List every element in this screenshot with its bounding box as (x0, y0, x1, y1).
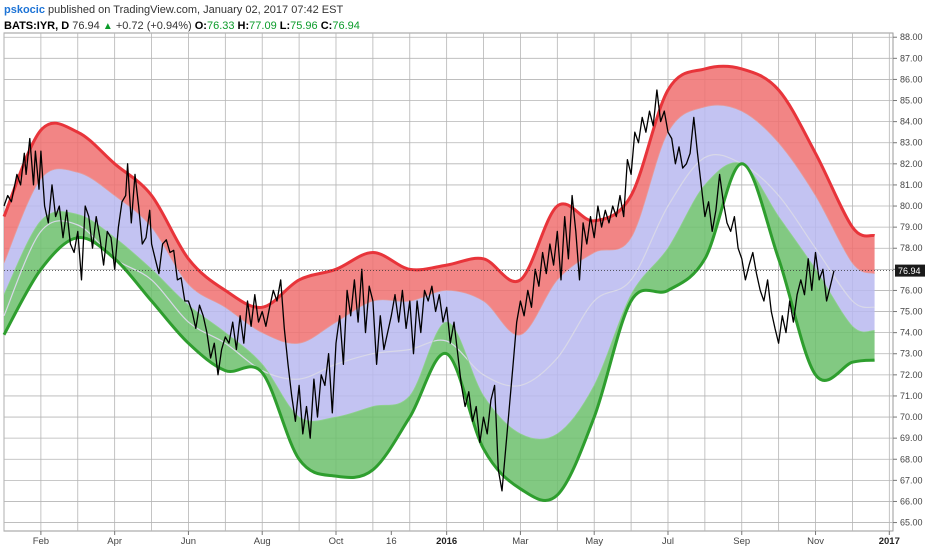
x-tick-label: May (585, 536, 603, 547)
x-tick-label: Oct (329, 536, 344, 547)
y-tick-label: 82.00 (900, 159, 923, 169)
band-areas (4, 66, 875, 501)
y-tick-label: 75.00 (900, 307, 923, 317)
y-tick-label: 71.00 (900, 391, 923, 401)
symbol-label: BATS:IYR, D (4, 20, 70, 32)
y-tick-label: 78.00 (900, 243, 923, 253)
x-tick-label: Nov (807, 536, 824, 547)
header-line-2: BATS:IYR, D 76.94 ▲ +0.72 (+0.94%) O:76.… (4, 18, 360, 35)
y-tick-label: 86.00 (900, 74, 923, 84)
y-tick-label: 84.00 (900, 117, 923, 127)
low-label: L: (279, 20, 291, 32)
y-tick-label: 72.00 (900, 370, 923, 380)
y-tick-label: 88.00 (900, 32, 923, 42)
middle-band-area (4, 105, 875, 440)
y-tick-label: 83.00 (900, 138, 923, 148)
lower-band-area (4, 162, 875, 501)
close-value: 76.94 (332, 20, 360, 32)
x-tick-label: Sep (733, 536, 750, 547)
y-tick-label: 70.00 (900, 412, 923, 422)
x-tick-label: Mar (512, 536, 528, 547)
y-tick-label: 87.00 (900, 53, 923, 63)
author-name[interactable]: pskocic (4, 4, 45, 16)
up-arrow-icon: ▲ (102, 21, 113, 32)
y-tick-label: 76.00 (900, 285, 923, 295)
x-tick-label: Aug (254, 536, 271, 547)
price-series (3, 89, 835, 492)
y-tick-label: 74.00 (900, 328, 923, 338)
last-price-box (895, 264, 925, 277)
x-tick-label: 2017 (879, 536, 900, 547)
high-value: 77.09 (249, 20, 277, 32)
x-tick-label: Jun (181, 536, 196, 547)
x-tick-label: Apr (107, 536, 122, 547)
y-tick-label: 73.00 (900, 349, 923, 359)
band-lines (2, 64, 876, 502)
high-label: H: (237, 20, 250, 32)
y-tick-label: 68.00 (900, 454, 923, 464)
chart-header: pskocic published on TradingView.com, Ja… (4, 2, 360, 35)
last-price-label: 76.94 (898, 266, 921, 276)
upper-mid-line (3, 104, 875, 344)
price-line (3, 89, 835, 492)
y-tick-label: 67.00 (900, 475, 923, 485)
price-change: +0.72 (+0.94%) (115, 20, 192, 32)
upper-band-line (2, 64, 876, 309)
y-tick-label: 65.00 (900, 518, 923, 528)
lower-band-line (2, 162, 875, 502)
y-tick-label: 81.00 (900, 180, 923, 190)
axes: 65.00 66.00 67.00 68.00 69.00 70.00 71.00 72.00… (4, 32, 925, 547)
y-tick-label: 80.00 (900, 201, 923, 211)
open-value: 76.33 (206, 20, 235, 32)
upper-band-area (4, 66, 875, 344)
x-tick-label: Feb (33, 536, 49, 547)
y-tick-label: 66.00 (900, 496, 923, 506)
x-tick-label: 16 (386, 536, 397, 547)
header-line-1: pskocic published on TradingView.com, Ja… (4, 2, 360, 18)
open-label: O: (194, 20, 207, 32)
x-tick-label: Jul (662, 536, 674, 547)
x-tick-label: 2016 (436, 536, 457, 547)
close-label: C: (320, 20, 333, 32)
last-price: 76.94 (72, 20, 100, 32)
y-tick-label: 85.00 (900, 96, 923, 106)
low-value: 75.96 (290, 20, 318, 32)
y-tick-label: 79.00 (900, 222, 923, 232)
y-tick-label: 69.00 (900, 433, 923, 443)
publish-info: published on TradingView.com, January 02… (48, 4, 344, 16)
